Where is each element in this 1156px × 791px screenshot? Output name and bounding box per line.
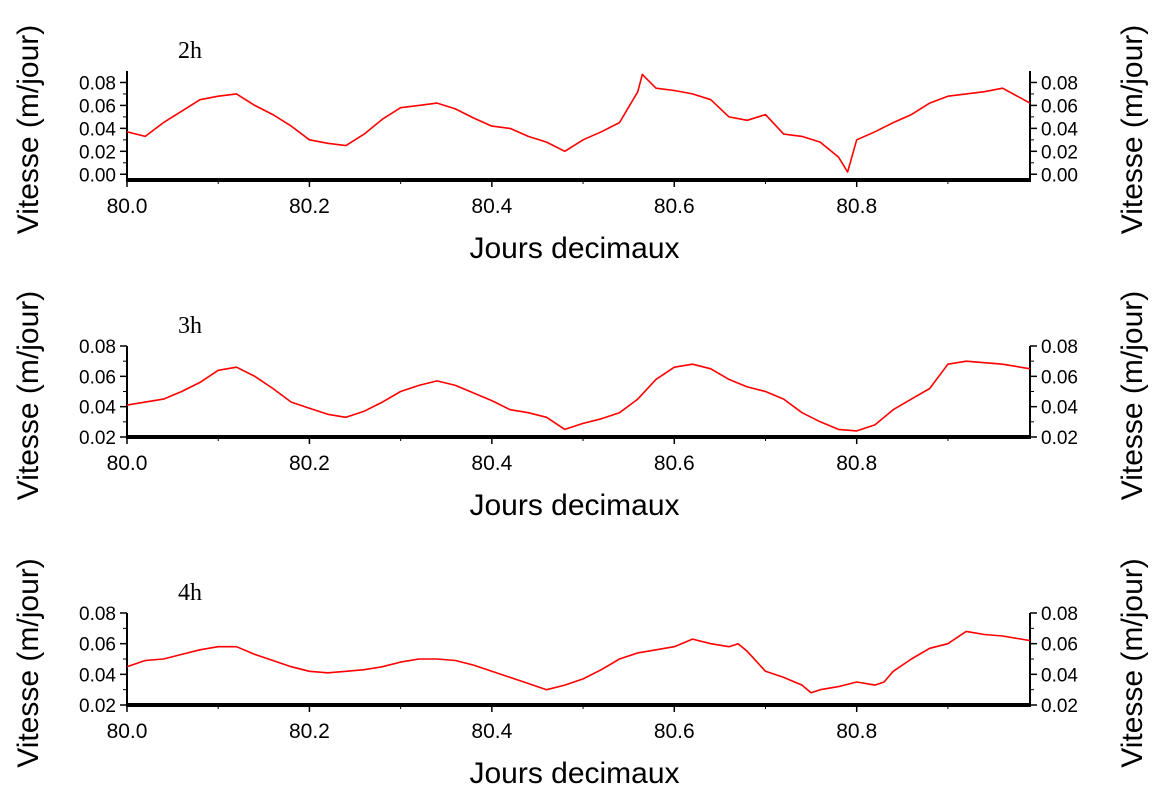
y-tick-label-right: 0.08 (1041, 604, 1078, 625)
x-axis-label: Jours decimaux (469, 757, 679, 790)
y-tick-label-left: 0.02 (79, 696, 116, 717)
y-tick-label-left: 0.04 (79, 119, 116, 140)
x-tick-label: 80.2 (289, 195, 330, 218)
panel-label: 4h (178, 580, 202, 606)
y-tick-label-right: 0.00 (1041, 165, 1078, 186)
x-tick-label: 80.6 (654, 720, 695, 743)
y-tick-label-right: 0.04 (1041, 665, 1078, 686)
y-tick-label-left: 0.04 (79, 398, 116, 419)
y-tick-label-left: 0.08 (79, 604, 116, 625)
y-tick-label-left: 0.00 (79, 165, 116, 186)
y-tick-label-right: 0.08 (1041, 337, 1078, 358)
y-tick-label-right: 0.02 (1041, 142, 1078, 163)
y-tick-label-left: 0.04 (79, 665, 116, 686)
y-axis-label-left: Vitesse (m/jour) (12, 291, 45, 501)
x-tick-label: 80.8 (836, 452, 877, 475)
x-axis-label: Jours decimaux (469, 232, 679, 265)
x-tick-label: 80.2 (289, 720, 330, 743)
y-axis-label-right: Vitesse (m/jour) (1116, 25, 1149, 235)
y-tick-label-left: 0.06 (79, 635, 116, 656)
x-tick-label: 80.0 (107, 720, 148, 743)
y-tick-label-right: 0.04 (1041, 119, 1078, 140)
y-tick-label-right: 0.06 (1041, 96, 1078, 117)
y-tick-label-right: 0.02 (1041, 696, 1078, 717)
y-axis-label-left: Vitesse (m/jour) (12, 558, 45, 768)
y-tick-label-left: 0.02 (79, 142, 116, 163)
x-axis-label: Jours decimaux (469, 489, 679, 522)
x-tick-label: 80.8 (836, 720, 877, 743)
panel-label: 3h (178, 313, 202, 339)
x-tick-label: 80.8 (836, 195, 877, 218)
y-tick-label-left: 0.02 (79, 428, 116, 449)
series-line (126, 630, 1031, 694)
series-line (126, 360, 1031, 432)
y-axis-label-right: Vitesse (m/jour) (1116, 558, 1149, 768)
y-tick-label-right: 0.06 (1041, 367, 1078, 388)
y-axis-label-left: Vitesse (m/jour) (12, 25, 45, 235)
y-tick-label-left: 0.06 (79, 96, 116, 117)
y-tick-label-right: 0.08 (1041, 73, 1078, 94)
y-axis-label-right: Vitesse (m/jour) (1116, 291, 1149, 501)
y-tick-label-right: 0.02 (1041, 428, 1078, 449)
y-tick-label-right: 0.04 (1041, 398, 1078, 419)
x-tick-label: 80.4 (471, 452, 512, 475)
x-tick-label: 80.0 (107, 195, 148, 218)
y-tick-label-left: 0.08 (79, 337, 116, 358)
y-tick-label-right: 0.06 (1041, 635, 1078, 656)
x-tick-label: 80.4 (471, 720, 512, 743)
x-tick-label: 80.4 (471, 195, 512, 218)
panel-label: 2h (178, 38, 202, 64)
y-tick-label-left: 0.06 (79, 367, 116, 388)
x-tick-label: 80.2 (289, 452, 330, 475)
x-tick-label: 80.6 (654, 195, 695, 218)
x-tick-label: 80.6 (654, 452, 695, 475)
y-tick-label-left: 0.08 (79, 73, 116, 94)
x-tick-label: 80.0 (107, 452, 148, 475)
series-line (126, 73, 1031, 173)
